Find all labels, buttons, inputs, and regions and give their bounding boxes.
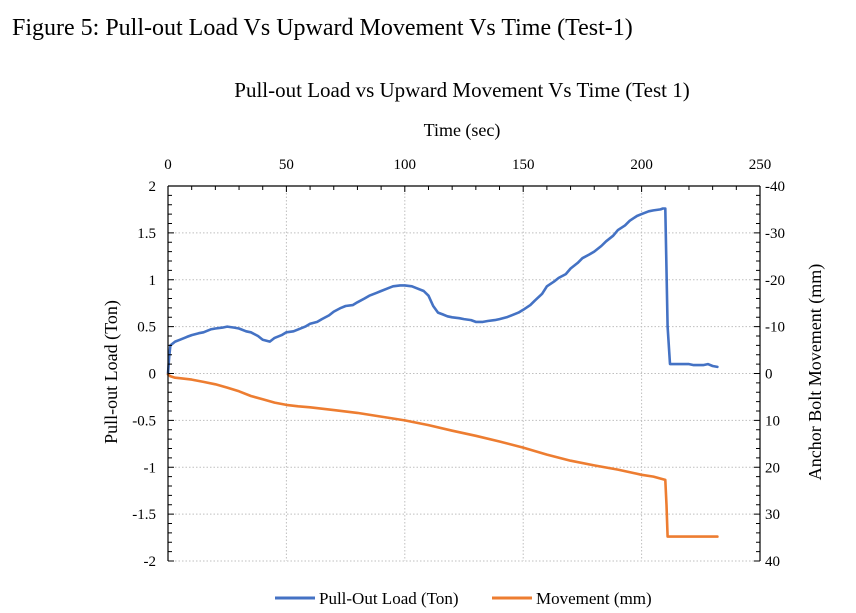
- chart-title: Pull-out Load vs Upward Movement Vs Time…: [234, 78, 689, 102]
- series-line-pull-out-load: [166, 207, 719, 375]
- y-tick-label: 2: [149, 179, 157, 195]
- y-tick-labels: 2 1.5 1 0.5 0 -0.5 -1 -1.5 -2: [132, 179, 156, 570]
- y2-tick-label: -30: [765, 226, 785, 242]
- legend: Pull-Out Load (Ton) Movement (mm): [275, 589, 652, 608]
- y-tick-label: -2: [144, 554, 157, 570]
- x-tick-label: 0: [164, 157, 172, 173]
- y-tick-label: -1: [144, 460, 157, 476]
- x-tick-label: 50: [279, 157, 294, 173]
- x-tick-labels: 0 50 100 150 200 250: [164, 157, 771, 173]
- figure-caption: Figure 5: Pull-out Load Vs Upward Moveme…: [12, 15, 633, 41]
- series-line-movement: [166, 373, 719, 538]
- x-axis-title: Time (sec): [424, 120, 501, 141]
- y2-tick-label: -40: [765, 179, 785, 195]
- y2-tick-label: 10: [765, 413, 780, 429]
- legend-label-movement: Movement (mm): [536, 589, 652, 608]
- y2-axis-title: Anchor Bolt Movement (mm): [805, 264, 826, 480]
- y-tick-label: -1.5: [132, 507, 156, 523]
- y2-tick-label: 40: [765, 554, 780, 570]
- y2-tick-label: -10: [765, 320, 785, 336]
- x-tick-label: 250: [749, 157, 772, 173]
- y2-tick-labels: -40 -30 -20 -10 0 10 20 30 40: [765, 179, 785, 570]
- y2-tick-label: -20: [765, 273, 785, 289]
- y-tick-label: 1: [149, 273, 157, 289]
- y2-tick-label: 0: [765, 367, 773, 383]
- y-axis-title: Pull-out Load (Ton): [101, 300, 122, 444]
- x-tick-label: 150: [512, 157, 535, 173]
- y-tick-label: 1.5: [137, 226, 156, 242]
- y2-tick-label: 20: [765, 460, 780, 476]
- y-tick-label: 0.5: [137, 320, 156, 336]
- axes: [167, 185, 761, 562]
- legend-label-load: Pull-Out Load (Ton): [319, 589, 459, 608]
- x-tick-label: 200: [630, 157, 653, 173]
- y-tick-label: 0: [149, 367, 157, 383]
- series-lines: [166, 207, 719, 538]
- x-tick-label: 100: [394, 157, 417, 173]
- gridlines: [167, 185, 761, 562]
- y2-tick-label: 30: [765, 507, 780, 523]
- y-tick-label: -0.5: [132, 413, 156, 429]
